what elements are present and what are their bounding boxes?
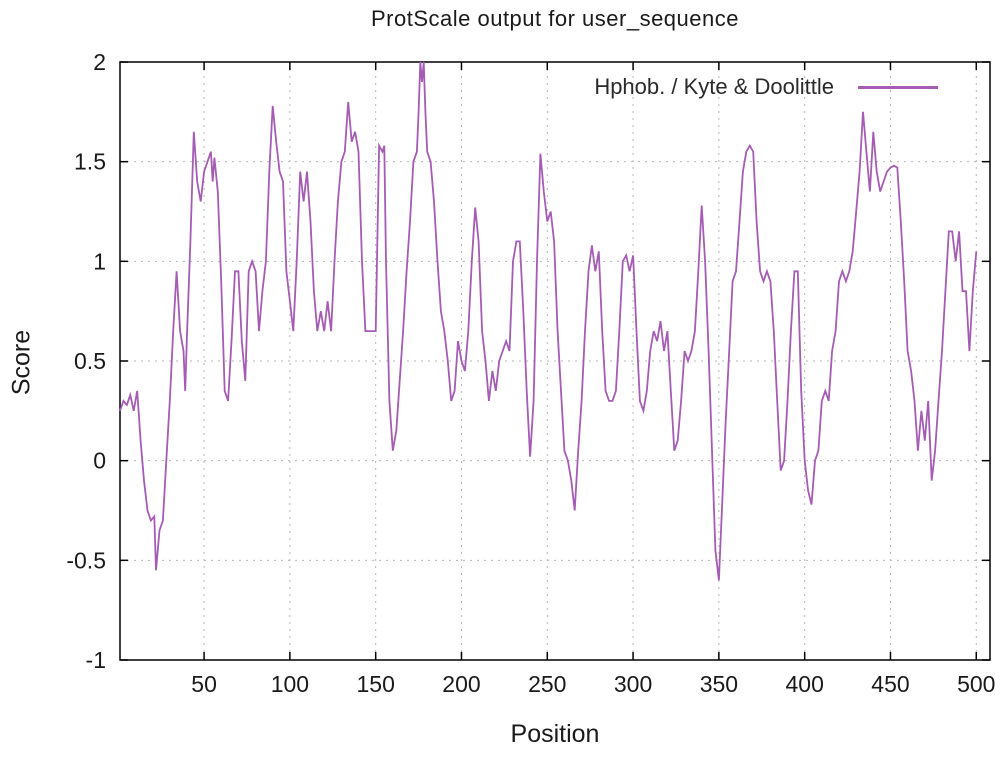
legend-series-label: Hphob. / Kyte & Doolittle — [594, 74, 834, 99]
x-tick-label: 200 — [442, 671, 480, 697]
x-tick-label: 50 — [191, 671, 217, 697]
x-tick-label: 300 — [614, 671, 652, 697]
legend-line-sample — [858, 85, 938, 89]
x-tick-label: 350 — [700, 671, 738, 697]
y-tick-label: 1 — [93, 248, 106, 274]
y-tick-label: 1.5 — [74, 149, 106, 175]
y-tick-label: 2 — [93, 49, 106, 75]
x-tick-label: 100 — [271, 671, 309, 697]
chart-title: ProtScale output for user_sequence — [370, 6, 739, 31]
x-tick-label: 250 — [528, 671, 566, 697]
y-tick-label: -0.5 — [66, 547, 106, 573]
y-tick-label: 0.5 — [74, 348, 106, 374]
x-tick-label: 150 — [356, 671, 394, 697]
y-tick-label: -1 — [86, 647, 106, 673]
x-tick-label: 400 — [785, 671, 823, 697]
series-line-hphob-kyte-doolittle — [119, 61, 978, 581]
legend: Hphob. / Kyte & Doolittle — [594, 74, 938, 100]
x-tick-label: 450 — [871, 671, 909, 697]
y-tick-label: 0 — [93, 448, 106, 474]
x-tick-label: 500 — [957, 671, 995, 697]
x-axis-label: Position — [510, 720, 600, 748]
